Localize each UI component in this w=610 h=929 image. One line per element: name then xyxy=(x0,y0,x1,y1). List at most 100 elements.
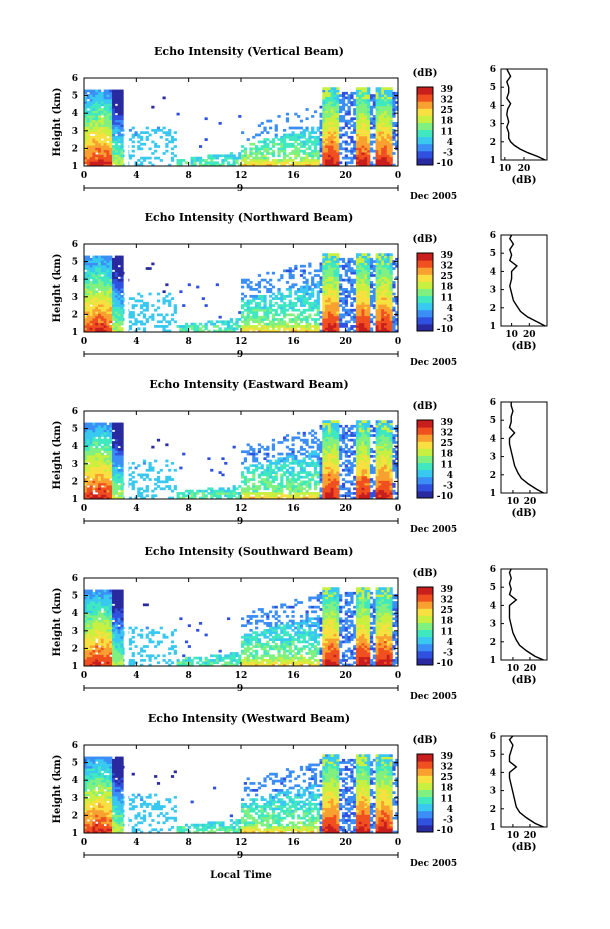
heatmap-cell xyxy=(120,482,124,486)
heatmap-cell xyxy=(386,159,390,162)
heatmap-cell xyxy=(218,154,222,158)
heatmap-cell xyxy=(395,262,399,266)
heatmap-cell xyxy=(291,318,295,321)
heatmap-cell xyxy=(100,422,105,426)
heatmap-cell xyxy=(98,288,102,291)
heatmap-cell xyxy=(336,457,340,461)
heatmap-cell xyxy=(103,427,107,430)
heatmap-cell xyxy=(86,489,90,493)
heatmap-cell xyxy=(252,487,256,491)
heatmap-cell xyxy=(325,283,329,287)
heatmap-cell xyxy=(327,281,332,284)
heatmap-cell xyxy=(173,154,177,158)
heatmap-cell xyxy=(86,156,90,160)
heatmap-cell xyxy=(375,117,379,121)
heatmap-cell xyxy=(112,448,116,451)
heatmap-cell xyxy=(283,138,287,141)
heatmap-cell xyxy=(353,140,357,144)
heatmap-cell xyxy=(120,267,124,270)
heatmap-cell xyxy=(257,461,262,465)
heatmap-cell xyxy=(367,320,371,324)
heatmap-cell xyxy=(92,260,96,263)
heatmap-cell xyxy=(367,140,371,144)
heatmap-cell xyxy=(100,288,105,291)
heatmap-cell xyxy=(246,468,250,472)
heatmap-cell xyxy=(381,98,385,102)
heatmap-cell xyxy=(255,301,259,305)
heatmap-cell xyxy=(299,461,304,465)
heatmap-cell xyxy=(381,304,385,307)
heatmap-cell xyxy=(246,450,250,454)
heatmap-cell xyxy=(165,131,169,134)
heatmap-cell xyxy=(142,322,147,326)
heatmap-cell xyxy=(283,140,287,144)
heatmap-cell xyxy=(364,311,368,314)
heatmap-cell xyxy=(100,482,105,486)
heatmap-cell xyxy=(249,147,253,151)
heatmap-cell xyxy=(241,278,245,282)
heatmap-cell xyxy=(336,110,340,114)
heatmap-cell xyxy=(389,154,393,158)
heatmap-cell xyxy=(350,131,354,134)
heatmap-cell xyxy=(336,473,340,477)
heatmap-cell xyxy=(84,290,88,294)
heatmap-cell xyxy=(210,159,214,162)
heatmap-cell xyxy=(151,494,155,498)
heatmap-cell xyxy=(353,281,357,284)
heatmap-cell xyxy=(114,304,119,307)
heatmap-cell xyxy=(117,427,121,430)
heatmap-cell xyxy=(112,424,116,428)
heatmap-cell xyxy=(381,108,385,111)
heatmap-cell xyxy=(182,452,186,456)
heatmap-cell xyxy=(305,455,309,458)
heatmap-cell xyxy=(344,112,348,116)
heatmap-cell xyxy=(120,320,124,324)
heatmap-cell xyxy=(120,147,124,151)
heatmap-cell xyxy=(207,457,211,461)
heatmap-cell xyxy=(86,322,90,326)
heatmap-cell xyxy=(95,480,99,484)
heatmap-cell xyxy=(308,473,312,477)
heatmap-cell xyxy=(392,91,396,95)
heatmap-cell xyxy=(98,135,102,139)
heatmap-cell xyxy=(305,138,309,141)
heatmap-cell xyxy=(327,145,332,148)
heatmap-cell xyxy=(333,450,337,454)
heatmap-cell xyxy=(291,313,295,317)
heatmap-cell xyxy=(325,311,329,314)
heatmap-cell xyxy=(100,122,105,125)
heatmap-cell xyxy=(322,292,326,296)
heatmap-cell xyxy=(299,297,304,300)
heatmap-cell xyxy=(364,91,368,95)
heatmap-cell xyxy=(308,288,312,291)
heatmap-cell xyxy=(330,149,334,153)
heatmap-cell xyxy=(288,133,292,137)
heatmap-cell xyxy=(361,133,365,137)
heatmap-cell xyxy=(302,264,306,268)
heatmap-cell xyxy=(271,322,276,326)
heatmap-cell xyxy=(330,438,334,442)
heatmap-cell xyxy=(246,315,250,319)
heatmap-cell xyxy=(151,304,155,307)
heatmap-cell xyxy=(112,108,116,111)
heatmap-cell xyxy=(106,278,110,282)
heatmap-cell xyxy=(117,294,121,298)
heatmap-cell xyxy=(322,288,326,291)
heatmap-cell xyxy=(297,489,301,493)
heatmap-cell xyxy=(361,255,365,259)
heatmap-cell xyxy=(86,257,90,261)
heatmap-cell xyxy=(109,457,113,461)
heatmap-cell xyxy=(313,461,318,465)
heatmap-cell xyxy=(84,257,88,261)
heatmap-cell xyxy=(92,325,96,328)
heatmap-cell xyxy=(302,152,306,155)
heatmap-cell xyxy=(218,320,222,324)
heatmap-cell xyxy=(378,327,382,331)
heatmap-cell xyxy=(165,299,169,303)
heatmap-cell xyxy=(302,131,306,134)
heatmap-cell xyxy=(109,297,113,300)
heatmap-cell xyxy=(86,117,90,121)
heatmap-cell xyxy=(266,163,270,167)
heatmap-cell xyxy=(389,292,393,296)
heatmap-cell xyxy=(95,133,99,137)
